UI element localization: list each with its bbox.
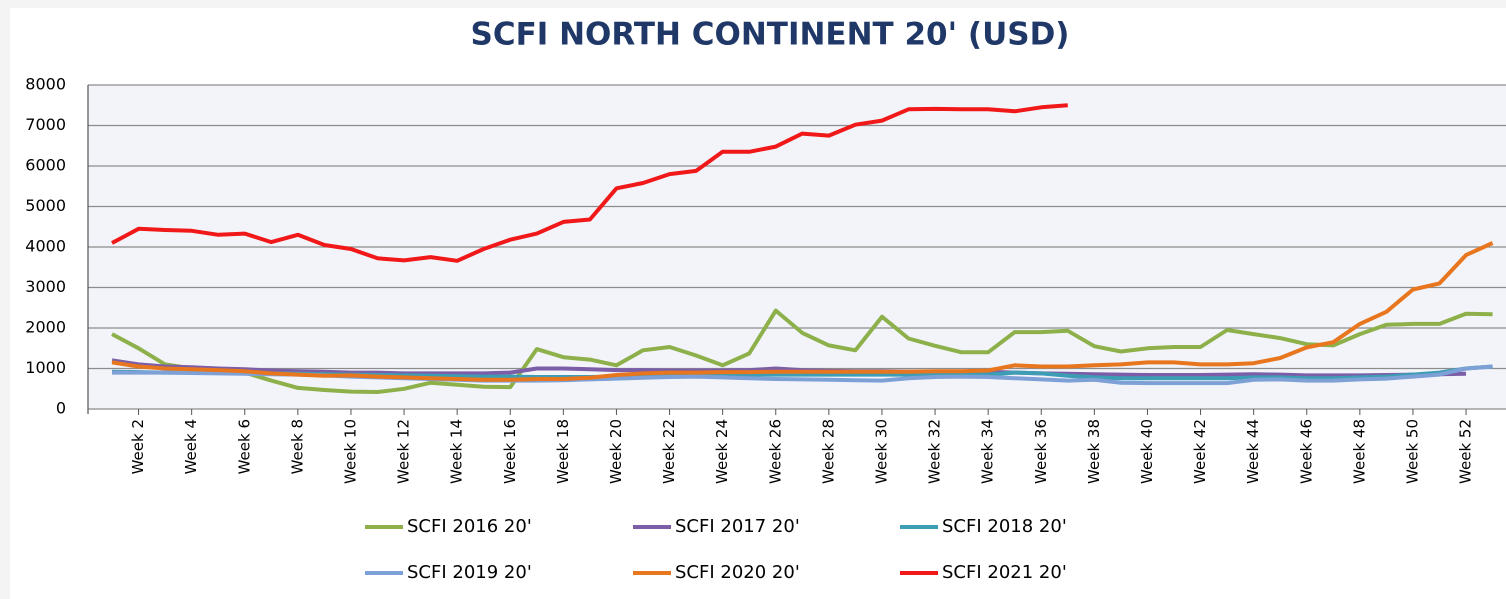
legend-label: SCFI 2017 20' [675, 516, 800, 537]
x-tick-label: Week 40 [1138, 419, 1156, 484]
y-tick-label: 6000 [25, 156, 66, 175]
x-tick-label: Week 32 [926, 419, 944, 484]
x-tick-label: Week 44 [1244, 419, 1262, 484]
y-tick-label: 1000 [25, 358, 66, 377]
x-tick-label: Week 36 [1032, 419, 1050, 484]
x-tick-label: Week 26 [766, 419, 784, 484]
x-tick-label: Week 20 [607, 419, 625, 484]
chart-title: SCFI NORTH CONTINENT 20' (USD) [471, 17, 1070, 53]
x-tick-label: Week 22 [660, 419, 678, 484]
legend-label: SCFI 2018 20' [942, 516, 1067, 537]
x-tick-label: Week 52 [1457, 419, 1475, 484]
x-tick-label: Week 8 [288, 419, 306, 474]
x-tick-label: Week 46 [1297, 419, 1315, 484]
legend-label: SCFI 2016 20' [407, 516, 532, 537]
y-tick-label: 7000 [25, 115, 66, 134]
x-tick-label: Week 6 [235, 419, 253, 474]
line [111, 103, 1068, 263]
x-tick-label: Week 14 [448, 419, 466, 484]
x-tick-label: Week 4 [182, 419, 200, 474]
legend-label: SCFI 2020 20' [675, 562, 800, 583]
x-tick-label: Week 50 [1403, 419, 1421, 484]
line [111, 241, 1494, 382]
x-tick-label: Week 2 [129, 419, 147, 474]
line [111, 358, 1467, 378]
x-tick-label: Week 42 [1191, 419, 1209, 484]
x-tick-label: Week 24 [713, 419, 731, 484]
y-tick-label: 4000 [25, 237, 66, 256]
x-tick-label: Week 12 [395, 419, 413, 484]
legend-label: SCFI 2021 20' [942, 562, 1067, 583]
line [111, 308, 1493, 394]
y-tick-label: 2000 [25, 318, 66, 337]
x-tick-label: Week 10 [341, 419, 359, 484]
legend-label: SCFI 2019 20' [407, 562, 532, 583]
x-tick-label: Week 18 [554, 419, 572, 484]
x-tick-label: Week 48 [1350, 419, 1368, 484]
y-tick-label: 5000 [25, 196, 66, 215]
x-tick-label: Week 30 [872, 419, 890, 484]
x-tick-label: Week 16 [501, 419, 519, 484]
x-tick-label: Week 38 [1085, 419, 1103, 484]
y-tick-label: 3000 [25, 277, 66, 296]
x-tick-label: Week 28 [819, 419, 837, 484]
y-tick-label: 8000 [25, 75, 66, 94]
y-tick-label: 0 [56, 399, 66, 418]
x-tick-label: Week 34 [979, 419, 997, 484]
